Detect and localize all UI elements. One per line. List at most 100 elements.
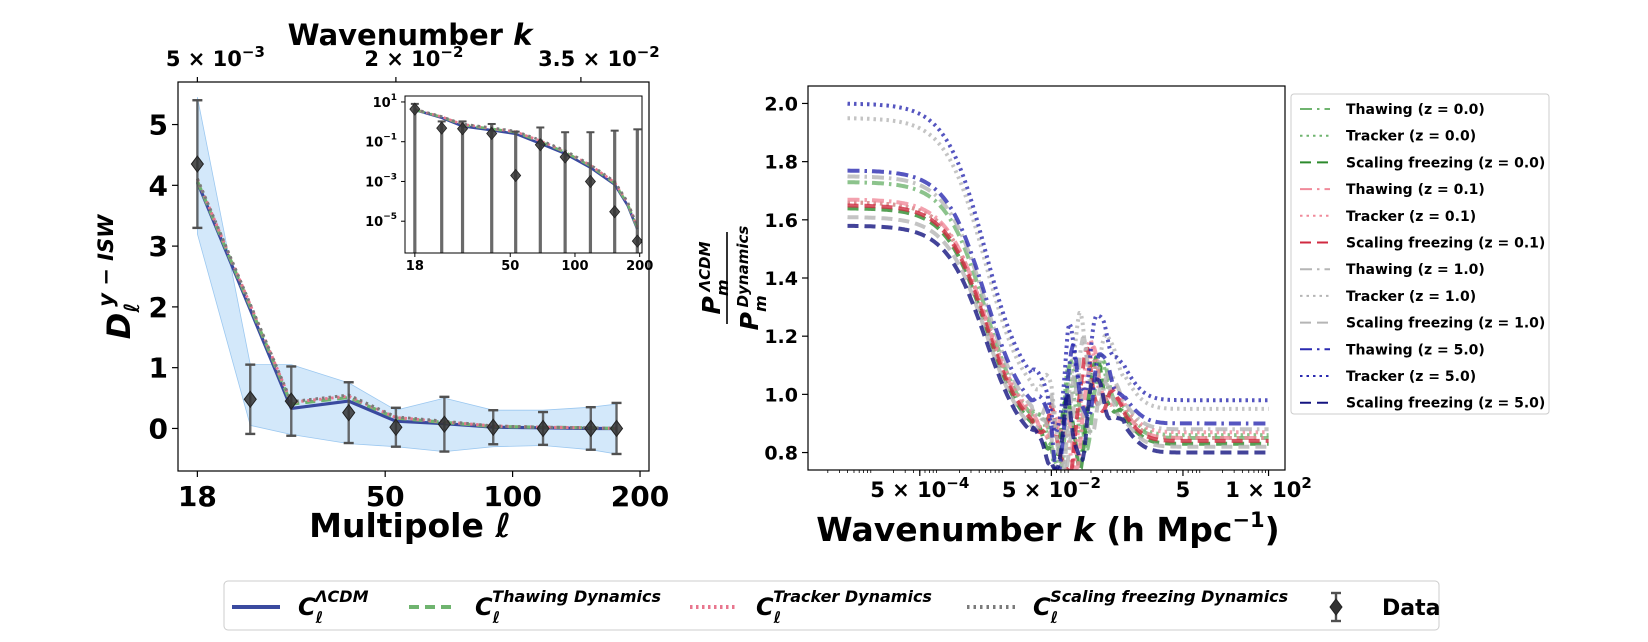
bottom-legend-item: CℓTracker Dynamics	[690, 587, 932, 627]
right-series-line	[847, 223, 1269, 470]
left-series-line	[196, 178, 617, 430]
inset-x-tick-label: 100	[561, 259, 588, 274]
left-top-ticks	[196, 77, 582, 82]
left-top-tick-label: 5 × 10−3	[166, 43, 265, 71]
inset-y-tick-label: 10−5	[365, 212, 397, 230]
svg-text:Data: Data	[1382, 596, 1440, 621]
right-series-line	[847, 101, 1269, 435]
right-legend-item: Thawing (z = 5.0)	[1300, 342, 1485, 358]
right-y-tick-label: 1.2	[764, 326, 798, 348]
left-x-tick-label: 18	[178, 480, 217, 513]
left-x-tick-label: 50	[366, 480, 405, 513]
left-panel: Wavenumber k 5 × 10−3 2 × 10−2 3.5 × 10−2 …	[94, 18, 669, 545]
inset-data-point	[534, 126, 546, 253]
inset-x-ticks: 18 50 100 200	[406, 253, 653, 274]
right-legend-item: Tracker (z = 0.0)	[1300, 129, 1476, 145]
svg-text:Thawing (z = 0.0): Thawing (z = 0.0)	[1346, 102, 1485, 118]
inset-frame	[404, 95, 643, 254]
svg-text:CℓTracker Dynamics: CℓTracker Dynamics	[756, 587, 932, 627]
left-data-point	[243, 363, 257, 436]
inset-data-point	[631, 128, 642, 253]
bottom-legend-item: CℓThawing Dynamics	[409, 587, 661, 627]
left-y-tick-label: 1	[149, 352, 168, 385]
right-y-tick-label: 1.6	[764, 210, 798, 232]
inset-data-point	[436, 120, 448, 253]
right-legend-item: Thawing (z = 0.1)	[1300, 182, 1485, 198]
left-data-point	[584, 405, 598, 451]
right-y-tick-label: 1.0	[764, 384, 798, 406]
left-y-tick-label: 4	[149, 169, 168, 202]
svg-text:CℓΛCDM: CℓΛCDM	[298, 587, 369, 627]
right-x-ticks: 5 × 10−4 5 × 10−2 5 1 × 102	[827, 470, 1312, 502]
right-x-tick-label: 5 × 10−4	[870, 474, 969, 502]
right-legend-item: Thawing (z = 0.0)	[1300, 102, 1485, 118]
svg-text:Scaling freezing (z = 1.0): Scaling freezing (z = 1.0)	[1346, 316, 1545, 332]
inset-x-tick-label: 200	[626, 259, 653, 274]
svg-text:Thawing (z = 1.0): Thawing (z = 1.0)	[1346, 262, 1485, 278]
left-data-point	[342, 381, 356, 445]
svg-text:Tracker (z = 0.1): Tracker (z = 0.1)	[1346, 209, 1476, 225]
left-y-tick-label: 0	[149, 412, 168, 445]
inset-data-point	[609, 129, 621, 253]
bottom-legend-item: CℓΛCDM	[232, 587, 369, 627]
right-legend-item: Scaling freezing (z = 0.0)	[1300, 155, 1545, 171]
svg-text:Tracker (z = 5.0): Tracker (z = 5.0)	[1346, 369, 1476, 385]
right-series-line	[847, 174, 1269, 470]
right-ratio-lines	[847, 101, 1269, 470]
right-legend-item: Scaling freezing (z = 5.0)	[1300, 396, 1545, 412]
svg-text:Tracker (z = 1.0): Tracker (z = 1.0)	[1346, 289, 1476, 305]
right-x-tick-label: 1 × 102	[1225, 474, 1312, 502]
left-top-tick-label: 2 × 10−2	[364, 43, 463, 71]
inset-data-point	[409, 102, 421, 253]
right-series-line	[847, 116, 1269, 469]
left-data-points	[190, 99, 624, 456]
right-series-line	[847, 168, 1269, 470]
bottom-legend-item: Data	[1329, 591, 1440, 623]
right-series-line	[847, 200, 1269, 469]
left-x-tick-label: 200	[611, 480, 669, 513]
left-data-point	[284, 365, 298, 437]
inset-series-line	[414, 108, 639, 228]
inset-data-point	[486, 122, 498, 253]
bottom-legend-frame	[223, 580, 1440, 631]
left-y-axis-label: Dℓy − ISW	[94, 214, 144, 339]
svg-text:Thawing (z = 0.1): Thawing (z = 0.1)	[1346, 182, 1485, 198]
left-series-line	[195, 180, 617, 431]
inset-data-point	[510, 130, 522, 253]
inset-x-tick-label: 50	[501, 259, 519, 274]
inset-y-tick-label: 10−3	[365, 172, 397, 190]
inset-y-tick-label: 10−1	[365, 133, 397, 151]
right-y-tick-label: 0.8	[764, 443, 798, 465]
svg-text:Scaling freezing (z = 0.0): Scaling freezing (z = 0.0)	[1346, 155, 1545, 171]
right-y-tick-label: 2.0	[764, 93, 798, 115]
left-plot-frame	[177, 81, 650, 472]
left-data-point	[486, 409, 500, 446]
right-y-axis-label: PmΛCDM PmDynamics	[696, 226, 770, 331]
inset-series-line	[414, 107, 639, 227]
right-x-tick-label: 5	[1176, 478, 1191, 502]
inset-y-ticks: 101 10−1 10−3 10−5	[365, 93, 405, 230]
right-legend-item: Thawing (z = 1.0)	[1300, 262, 1485, 278]
left-y-tick-label: 2	[149, 291, 168, 324]
right-y-tick-label: 1.8	[764, 152, 798, 174]
left-data-point	[609, 401, 624, 456]
left-x-ticks: 18 50 100 200	[178, 471, 669, 513]
inset-panel: 18 50 100 200 101 10−1 10−3 10−5	[365, 93, 653, 274]
left-y-tick-label: 5	[149, 109, 168, 142]
inset-x-tick-label: 18	[406, 259, 424, 274]
inset-data-point	[457, 120, 469, 253]
left-y-tick-label: 3	[149, 230, 168, 263]
right-y-ticks: 0.8 1.0 1.2 1.4 1.6 1.8 2.0	[764, 93, 808, 465]
bottom-legend-item: CℓScaling freezing Dynamics	[967, 587, 1288, 627]
right-x-tick-label: 5 × 10−2	[1002, 474, 1101, 502]
left-data-point	[536, 410, 550, 447]
svg-text:PmDynamics: PmDynamics	[734, 226, 770, 331]
left-top-tick-label: 3.5 × 10−2	[538, 43, 660, 71]
inset-y-tick-label: 101	[373, 93, 397, 111]
right-legend-item: Tracker (z = 0.1)	[1300, 209, 1476, 225]
right-legend-item: Tracker (z = 1.0)	[1300, 289, 1476, 305]
right-y-tick-label: 1.4	[764, 268, 798, 290]
right-legend-item: Scaling freezing (z = 0.1)	[1300, 236, 1545, 252]
inset-data-points	[409, 102, 642, 253]
